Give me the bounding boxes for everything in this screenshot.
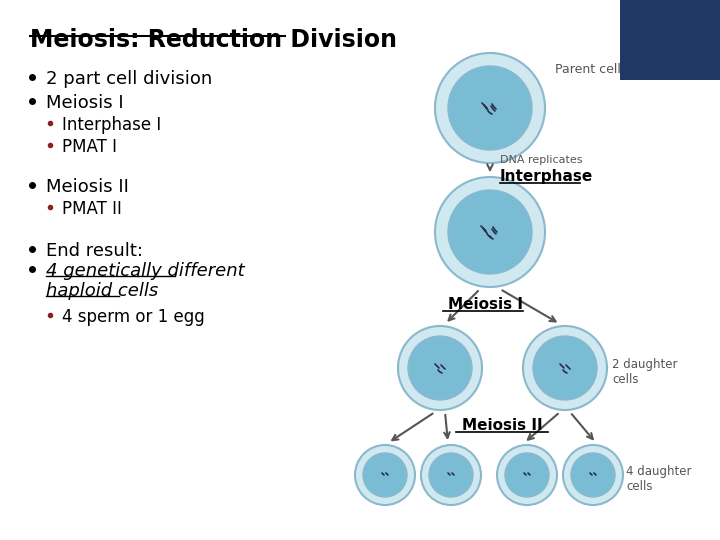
Circle shape: [429, 453, 473, 497]
Circle shape: [398, 326, 482, 410]
Text: Meiosis I: Meiosis I: [46, 94, 124, 112]
Circle shape: [448, 66, 532, 150]
Text: haploid cells: haploid cells: [46, 282, 158, 300]
Text: 4 sperm or 1 egg: 4 sperm or 1 egg: [62, 308, 204, 326]
Circle shape: [505, 453, 549, 497]
Text: Meiosis: Reduction Division: Meiosis: Reduction Division: [30, 28, 397, 52]
Circle shape: [523, 326, 607, 410]
Text: PMAT I: PMAT I: [62, 138, 117, 156]
Text: Parent cell: Parent cell: [555, 63, 621, 76]
Text: End result:: End result:: [46, 242, 143, 260]
Circle shape: [563, 445, 623, 505]
Text: Interphase I: Interphase I: [62, 116, 161, 134]
Text: DNA replicates: DNA replicates: [500, 155, 582, 165]
Circle shape: [408, 336, 472, 400]
Circle shape: [571, 453, 615, 497]
FancyBboxPatch shape: [620, 0, 720, 80]
Text: PMAT II: PMAT II: [62, 200, 122, 218]
Circle shape: [421, 445, 481, 505]
Circle shape: [363, 453, 407, 497]
Text: 4 daughter
cells: 4 daughter cells: [626, 465, 691, 493]
Text: 2 part cell division: 2 part cell division: [46, 70, 212, 88]
Text: 4 genetically different: 4 genetically different: [46, 262, 245, 280]
Circle shape: [435, 177, 545, 287]
Circle shape: [435, 53, 545, 163]
Text: Interphase: Interphase: [500, 169, 593, 184]
Circle shape: [448, 190, 532, 274]
Text: Meiosis II: Meiosis II: [46, 178, 129, 196]
Text: Meiosis II: Meiosis II: [462, 418, 542, 433]
Circle shape: [497, 445, 557, 505]
Circle shape: [533, 336, 597, 400]
Text: Meiosis I: Meiosis I: [448, 297, 523, 312]
Text: 2 daughter
cells: 2 daughter cells: [612, 358, 678, 386]
Circle shape: [355, 445, 415, 505]
